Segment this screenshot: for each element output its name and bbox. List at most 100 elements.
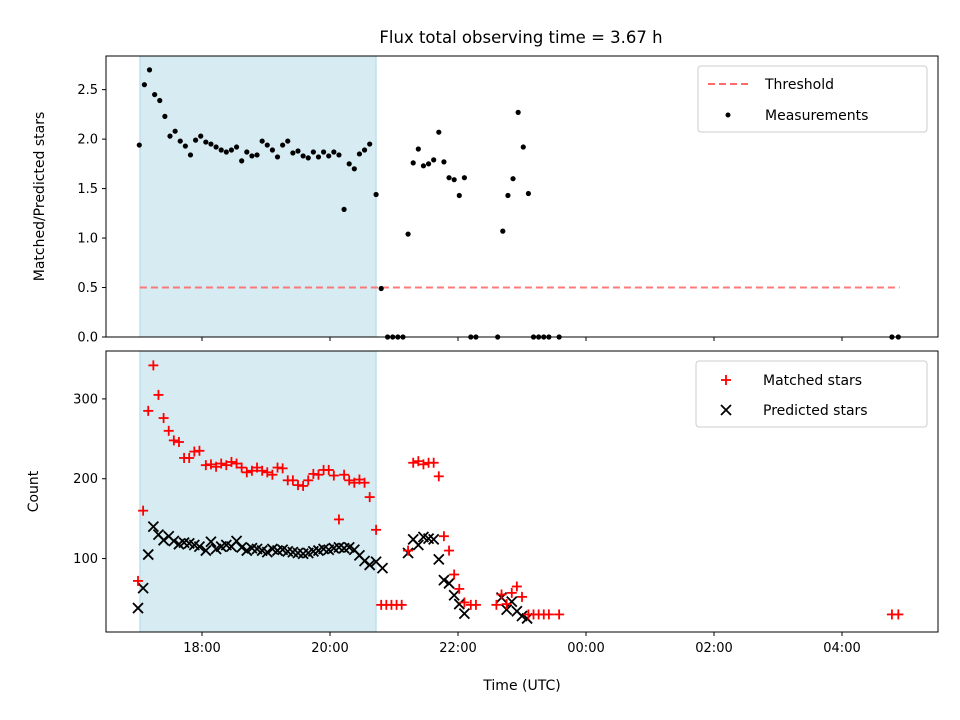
predicted-star-point xyxy=(453,598,465,610)
measurement-point xyxy=(177,138,183,144)
matched-star-point xyxy=(216,458,227,469)
measurement-point xyxy=(346,161,352,167)
matched-star-point xyxy=(371,524,382,535)
measurement-point xyxy=(305,155,311,161)
predicted-star-point xyxy=(412,539,424,551)
matched-star-point xyxy=(163,425,174,436)
predicted-star-point xyxy=(193,540,206,553)
measurement-point xyxy=(500,228,506,234)
matched-star-point xyxy=(438,531,449,542)
measurement-point xyxy=(141,82,147,88)
measurement-point xyxy=(505,192,511,199)
matched-star-point xyxy=(517,591,527,602)
measurement-point xyxy=(331,149,337,155)
matched-star-point xyxy=(226,456,237,467)
measurement-point xyxy=(436,129,442,135)
x-tick-label: 18:00 xyxy=(183,641,220,656)
matched-star-points xyxy=(133,360,904,620)
predicted-star-point xyxy=(261,546,273,558)
measurement-point xyxy=(341,206,347,212)
legend-threshold-label: Threshold xyxy=(764,77,834,93)
matched-star-point xyxy=(454,583,465,594)
matched-star-point xyxy=(511,581,522,592)
x-axis-label: Time (UTC) xyxy=(482,678,560,694)
matched-star-point xyxy=(236,462,247,473)
matched-star-point xyxy=(221,460,232,471)
predicted-star-point xyxy=(438,574,450,586)
matched-star-point xyxy=(496,589,507,600)
matched-star-point xyxy=(257,465,268,476)
measurement-point xyxy=(300,153,306,159)
matched-star-point xyxy=(408,457,419,468)
top-panel: 0.0 0.5 1.0 1.5 2.0 2.5 Matched/Predicted sta… xyxy=(32,55,939,346)
measurement-point xyxy=(520,144,526,150)
x-tick-label: 00:00 xyxy=(567,641,604,656)
matched-star-point xyxy=(143,405,154,416)
matched-star-point xyxy=(418,459,429,470)
predicted-star-point xyxy=(501,604,513,616)
predicted-star-point xyxy=(364,559,376,571)
measurement-point xyxy=(425,161,432,167)
measurement-point xyxy=(182,143,188,149)
matched-star-point xyxy=(194,445,205,456)
predicted-star-point xyxy=(428,533,440,546)
predicted-star-point xyxy=(376,562,389,574)
matched-star-point xyxy=(501,599,512,610)
measurement-point xyxy=(515,109,521,115)
measurement-point xyxy=(157,97,163,104)
matched-star-point xyxy=(413,456,424,467)
measurement-point xyxy=(233,144,240,150)
measurement-point xyxy=(356,151,363,157)
matched-star-point xyxy=(491,599,502,610)
measurement-point xyxy=(259,138,265,144)
bottom-x-ticks: 18:00 20:00 22:00 00:00 02:00 04:00 xyxy=(183,632,861,656)
predicted-star-point xyxy=(448,589,460,601)
measurement-point xyxy=(152,91,158,98)
measurement-point xyxy=(280,142,286,148)
top-y-axis-label: Matched/Predicted stars xyxy=(32,112,48,282)
measurement-point xyxy=(431,157,437,163)
top-x-ticks xyxy=(201,337,843,341)
matched-star-point xyxy=(403,545,414,556)
measurement-point xyxy=(249,153,255,159)
y-tick-label: 1.5 xyxy=(77,182,98,197)
y-tick-label: 0.5 xyxy=(77,281,98,296)
measurement-point xyxy=(208,141,214,147)
matched-star-point xyxy=(313,469,324,480)
measurement-point xyxy=(405,231,411,237)
measurement-point xyxy=(310,149,316,155)
matched-star-point xyxy=(231,458,242,469)
predicted-star-point xyxy=(506,596,518,608)
measurement-point xyxy=(239,158,245,164)
predicted-star-point xyxy=(443,577,455,589)
matched-star-point xyxy=(168,435,179,446)
bottom-observing-span xyxy=(139,350,377,633)
matched-star-point xyxy=(349,477,360,488)
measurement-point xyxy=(461,175,467,181)
bottom-y-ticks: 100 200 300 xyxy=(73,392,106,567)
bottom-legend-box xyxy=(695,360,928,428)
y-tick-label: 200 xyxy=(73,472,98,487)
measurement-point xyxy=(510,176,516,182)
measurement-point xyxy=(198,133,204,139)
matched-star-point xyxy=(354,474,365,485)
measurement-point xyxy=(244,149,250,155)
predicted-star-point xyxy=(147,520,159,533)
predicted-star-point xyxy=(433,553,445,565)
measurement-point xyxy=(441,159,447,165)
matched-star-point xyxy=(428,457,439,468)
matched-star-point xyxy=(277,463,288,474)
matched-star-point xyxy=(148,360,159,371)
measurement-point xyxy=(218,147,224,153)
predicted-star-point xyxy=(236,541,248,554)
measurement-point xyxy=(295,148,301,154)
measurement-point xyxy=(213,144,219,150)
x-tick-label: 20:00 xyxy=(311,641,348,656)
legend-matched-label: Matched stars xyxy=(763,373,862,389)
predicted-star-point xyxy=(142,548,154,561)
matched-star-point xyxy=(205,459,216,470)
legend-measurements-swatch xyxy=(725,112,731,118)
predicted-star-point xyxy=(205,536,217,548)
legend-predicted-swatch xyxy=(720,404,732,416)
matched-star-point xyxy=(893,609,904,620)
